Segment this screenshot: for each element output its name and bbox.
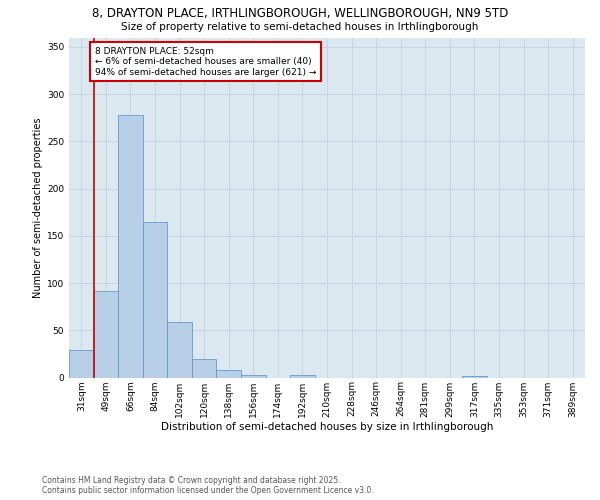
- Text: 8, DRAYTON PLACE, IRTHLINGBOROUGH, WELLINGBOROUGH, NN9 5TD: 8, DRAYTON PLACE, IRTHLINGBOROUGH, WELLI…: [92, 8, 508, 20]
- Bar: [241, 374, 266, 378]
- Bar: [192, 358, 217, 378]
- Bar: [69, 350, 94, 378]
- Bar: [118, 115, 143, 378]
- Bar: [94, 290, 118, 378]
- Bar: [290, 374, 315, 378]
- Y-axis label: Number of semi-detached properties: Number of semi-detached properties: [33, 117, 43, 298]
- Text: 8 DRAYTON PLACE: 52sqm
← 6% of semi-detached houses are smaller (40)
94% of semi: 8 DRAYTON PLACE: 52sqm ← 6% of semi-deta…: [95, 47, 316, 76]
- Text: Contains HM Land Registry data © Crown copyright and database right 2025.
Contai: Contains HM Land Registry data © Crown c…: [42, 476, 374, 495]
- Bar: [217, 370, 241, 378]
- Bar: [143, 222, 167, 378]
- Bar: [167, 322, 192, 378]
- X-axis label: Distribution of semi-detached houses by size in Irthlingborough: Distribution of semi-detached houses by …: [161, 422, 493, 432]
- Text: Size of property relative to semi-detached houses in Irthlingborough: Size of property relative to semi-detach…: [121, 22, 479, 32]
- Bar: [462, 376, 487, 378]
